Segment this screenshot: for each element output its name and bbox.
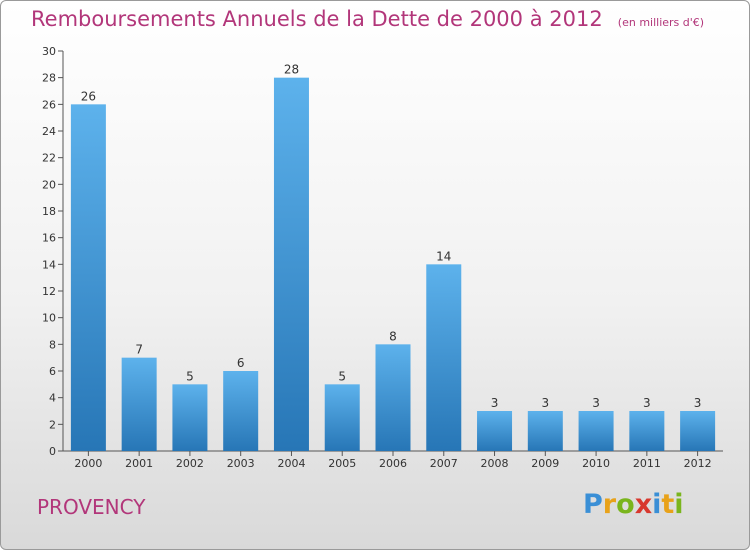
- data-label: 28: [284, 63, 299, 77]
- y-tick-label: 8: [49, 338, 56, 351]
- data-label: 3: [592, 396, 600, 410]
- data-label: 3: [694, 396, 702, 410]
- y-tick-label: 30: [42, 45, 56, 58]
- chart-unit: (en milliers d'€): [617, 16, 705, 29]
- y-tick-label: 26: [42, 98, 56, 111]
- bar: [527, 411, 563, 451]
- y-tick-label: 20: [42, 178, 56, 191]
- bar: [477, 411, 513, 451]
- place-name: PROVENCY: [37, 495, 146, 519]
- bar: [426, 264, 462, 451]
- data-label: 3: [643, 396, 651, 410]
- data-label: 6: [237, 356, 245, 370]
- x-tick-label: 2003: [227, 457, 255, 470]
- data-label: 14: [436, 249, 451, 263]
- x-tick-label: 2001: [125, 457, 153, 470]
- title-row: Remboursements Annuels de la Dette de 20…: [31, 7, 704, 31]
- y-tick-label: 6: [49, 365, 56, 378]
- bar: [375, 344, 411, 451]
- x-tick-label: 2008: [481, 457, 509, 470]
- brand-logo: Proxiti: [583, 489, 684, 520]
- y-tick-label: 24: [42, 125, 56, 138]
- y-tick-label: 2: [49, 418, 56, 431]
- x-tick-label: 2005: [328, 457, 356, 470]
- data-label: 3: [491, 396, 499, 410]
- x-tick-label: 2009: [531, 457, 559, 470]
- x-tick-label: 2002: [176, 457, 204, 470]
- x-tick-label: 2011: [633, 457, 661, 470]
- x-tick-label: 2000: [74, 457, 102, 470]
- y-tick-label: 0: [49, 445, 56, 458]
- y-tick-label: 22: [42, 152, 56, 165]
- y-tick-label: 28: [42, 72, 56, 85]
- bar: [223, 371, 259, 451]
- y-tick-label: 12: [42, 285, 56, 298]
- bar: [121, 357, 157, 451]
- data-label: 3: [541, 396, 549, 410]
- bar: [70, 104, 106, 451]
- x-tick-label: 2010: [582, 457, 610, 470]
- bar: [578, 411, 614, 451]
- bar: [324, 384, 360, 451]
- bar: [629, 411, 665, 451]
- data-label: 8: [389, 329, 397, 343]
- x-tick-label: 2004: [277, 457, 305, 470]
- bar: [680, 411, 716, 451]
- data-label: 26: [81, 89, 96, 103]
- x-tick-label: 2007: [430, 457, 458, 470]
- y-tick-label: 16: [42, 232, 56, 245]
- y-tick-label: 14: [42, 258, 56, 271]
- data-label: 5: [186, 369, 194, 383]
- bar: [172, 384, 208, 451]
- y-tick-label: 18: [42, 205, 56, 218]
- y-tick-label: 4: [49, 392, 56, 405]
- x-tick-label: 2012: [684, 457, 712, 470]
- data-label: 7: [135, 343, 143, 357]
- y-tick-label: 10: [42, 312, 56, 325]
- bar: [273, 77, 309, 452]
- plot-area: 0246810121416182022242628302620007200152…: [42, 45, 723, 470]
- data-label: 5: [338, 369, 346, 383]
- x-tick-label: 2006: [379, 457, 407, 470]
- chart-title: Remboursements Annuels de la Dette de 20…: [31, 7, 603, 31]
